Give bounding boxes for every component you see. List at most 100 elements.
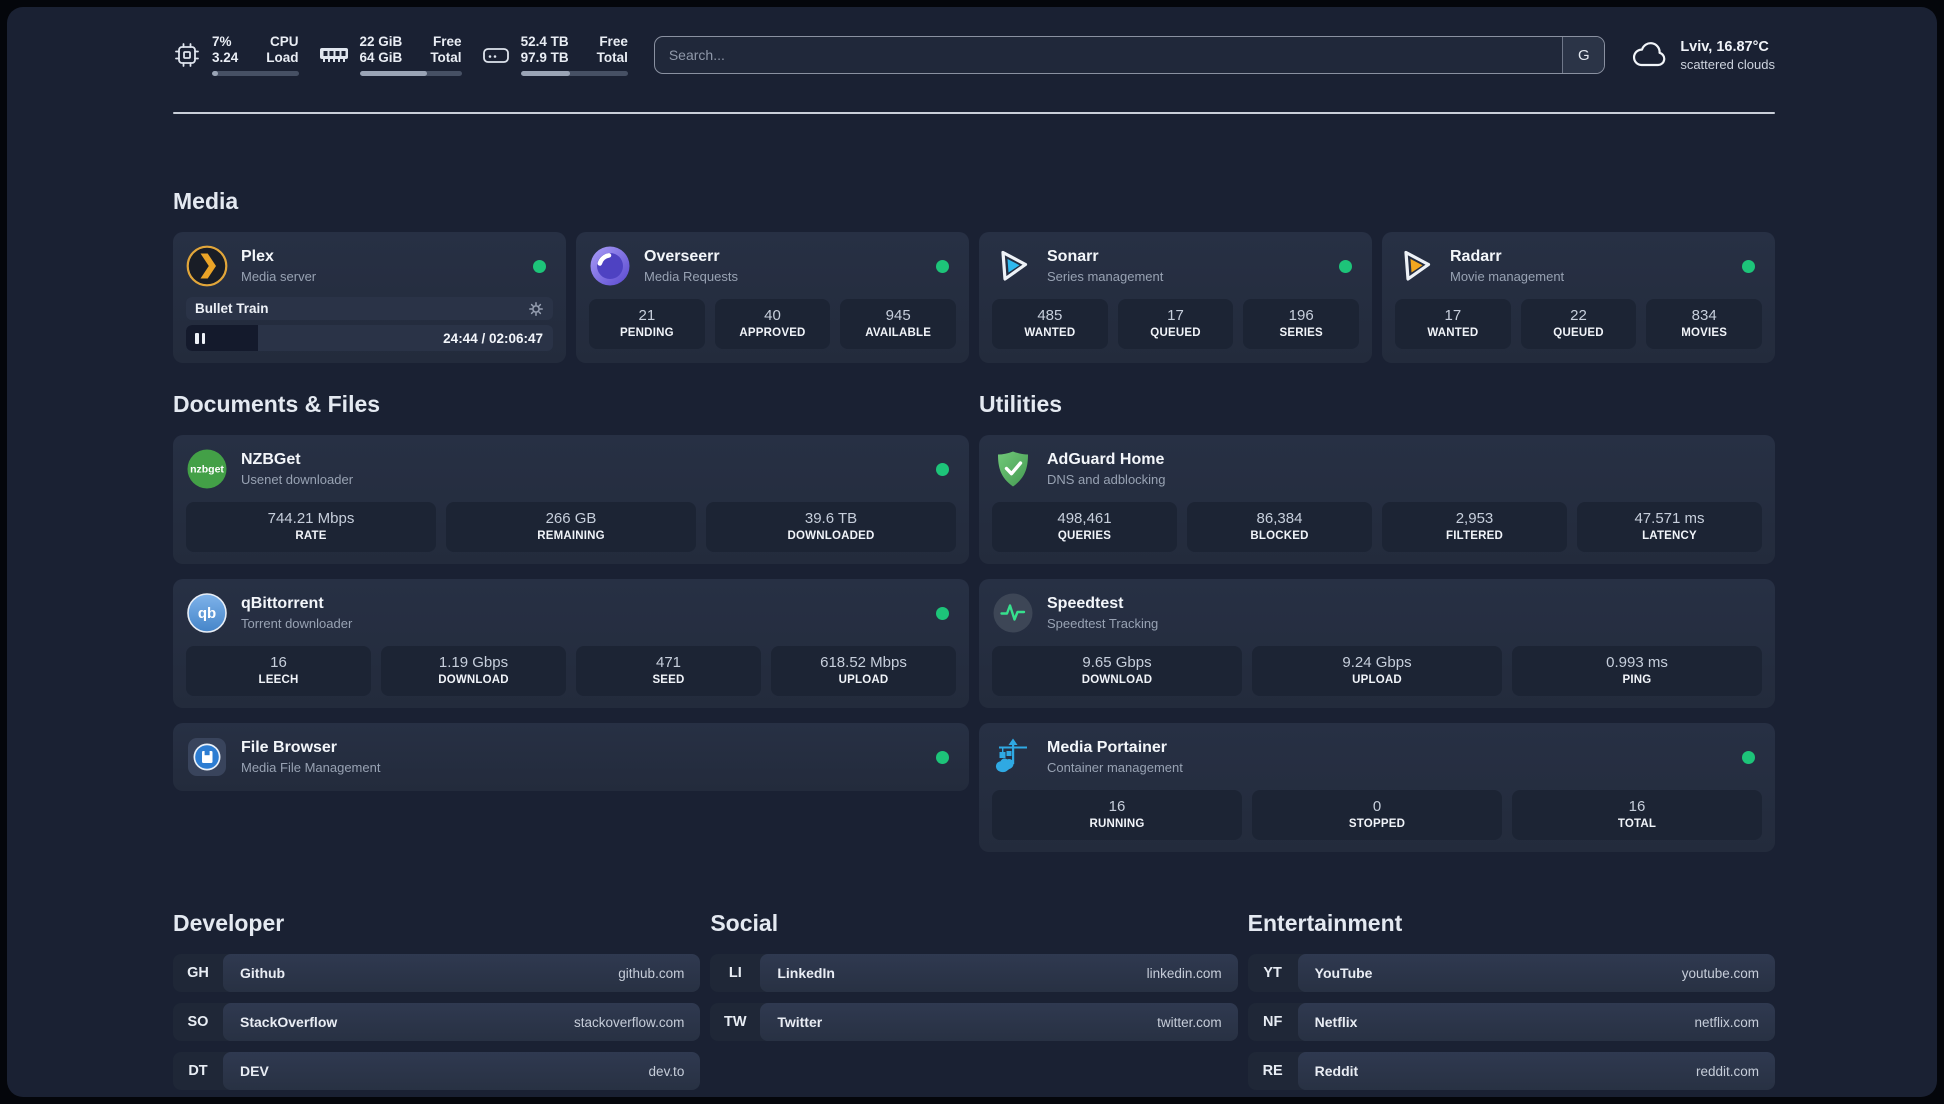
link-name: Github — [240, 965, 286, 981]
portainer-logo-icon — [992, 736, 1034, 778]
link-tag: YT — [1263, 965, 1282, 981]
app-desc: Torrent downloader — [241, 616, 353, 631]
stat-label: SEED — [652, 674, 685, 686]
link-row-reddit[interactable]: RE Reddit reddit.com — [1247, 1052, 1775, 1090]
documents-column: Documents & Files nzbget — [173, 389, 969, 791]
link-row-linkedin[interactable]: LI LinkedIn linkedin.com — [710, 954, 1238, 992]
stat-label: PING — [1622, 674, 1652, 686]
status-dot — [1339, 259, 1352, 273]
app-card-sonarr[interactable]: Sonarr Series management 485 WANTED 17 Q… — [979, 232, 1372, 363]
stat-label: QUERIES — [1057, 530, 1112, 542]
stat-value: 1.19 Gbps — [438, 654, 509, 671]
stat-label: RATE — [295, 530, 327, 542]
sonarr-logo-icon — [992, 245, 1034, 287]
search-bar[interactable]: G — [653, 36, 1606, 74]
status-dot — [1742, 750, 1755, 764]
stat-value: 17 — [1167, 307, 1184, 324]
link-row-netflix[interactable]: NF Netflix netflix.com — [1247, 1003, 1775, 1041]
link-tag: DT — [188, 1063, 208, 1079]
ram-free-label: Free — [433, 34, 462, 49]
app-card-radarr[interactable]: Radarr Movie management 17 WANTED 22 QUE… — [1382, 232, 1775, 363]
stat-value: 744.21 Mbps — [267, 510, 355, 527]
stat-tile: 945 AVAILABLE — [840, 299, 957, 349]
disk-total-value: 97.9 TB — [520, 50, 569, 65]
app-card-portainer[interactable]: Media Portainer Container management 16 … — [979, 723, 1775, 852]
stat-tile: 21 PENDING — [589, 299, 705, 349]
stat-label: WANTED — [1024, 327, 1076, 339]
link-name: Reddit — [1314, 1063, 1359, 1079]
cpu-usage-label: CPU — [270, 34, 299, 49]
app-card-speedtest[interactable]: Speedtest Speedtest Tracking 9.65 Gbps D… — [979, 579, 1775, 708]
stat-value: 16 — [270, 654, 287, 671]
section-title-documents: Documents & Files — [173, 391, 381, 417]
app-desc: DNS and adblocking — [1047, 472, 1166, 487]
now-playing-title-row: Bullet Train — [186, 297, 553, 320]
app-name: Sonarr — [1047, 248, 1099, 265]
search-input[interactable] — [654, 37, 1563, 73]
radarr-logo-icon — [1395, 245, 1437, 287]
developer-column: Developer GH Github github.com SO StackO… — [173, 908, 701, 1090]
app-card-nzbget[interactable]: nzbget NZBGet Usenet downloader 74 — [173, 435, 969, 564]
stat-label: LATENCY — [1642, 530, 1697, 542]
stat-label: STOPPED — [1348, 818, 1406, 830]
cpu-load-value: 3.24 — [212, 50, 239, 65]
link-row-stackoverflow[interactable]: SO StackOverflow stackoverflow.com — [173, 1003, 701, 1041]
app-card-filebrowser[interactable]: File Browser Media File Management — [173, 723, 969, 791]
now-playing-progressbar[interactable]: 24:44 / 02:06:47 — [186, 325, 553, 351]
link-row-dev[interactable]: DT DEV dev.to — [173, 1052, 701, 1090]
header-divider — [173, 112, 1775, 114]
link-row-youtube[interactable]: YT YouTube youtube.com — [1247, 954, 1775, 992]
link-row-github[interactable]: GH Github github.com — [173, 954, 701, 992]
stat-label: AVAILABLE — [865, 327, 932, 339]
gear-icon[interactable] — [528, 301, 544, 317]
stat-tile: 0.993 ms PING — [1512, 646, 1762, 696]
app-desc: Media File Management — [241, 760, 381, 775]
app-name: NZBGet — [241, 451, 301, 468]
app-desc: Media Requests — [644, 269, 738, 284]
stat-tile: 16 LEECH — [186, 646, 371, 696]
stat-value: 9.65 Gbps — [1082, 654, 1152, 671]
stat-value: 21 — [638, 307, 656, 324]
app-name: Plex — [241, 248, 274, 265]
top-bar: 7% 3.24 CPU Load — [173, 7, 1775, 76]
now-playing-title: Bullet Train — [195, 301, 269, 316]
cpu-progressbar — [212, 71, 299, 76]
overseerr-logo-icon — [589, 245, 631, 287]
stat-label: DOWNLOAD — [1081, 674, 1153, 686]
link-url: dev.to — [648, 1063, 685, 1079]
stat-tile: 86,384 BLOCKED — [1187, 502, 1372, 552]
stat-value: 40 — [764, 307, 781, 324]
stat-value: 0 — [1372, 798, 1382, 815]
link-row-twitter[interactable]: TW Twitter twitter.com — [710, 1003, 1238, 1041]
nzbget-logo-icon: nzbget — [186, 448, 228, 490]
app-card-overseerr[interactable]: Overseerr Media Requests 21 PENDING 40 A… — [576, 232, 969, 363]
svg-text:qb: qb — [198, 605, 216, 622]
pause-icon[interactable] — [195, 332, 205, 344]
plex-logo-icon — [186, 245, 228, 287]
social-column: Social LI LinkedIn linkedin.com TW Twitt… — [710, 908, 1238, 1041]
stat-label: QUEUED — [1150, 327, 1201, 339]
stat-label: LEECH — [258, 674, 299, 686]
weather-widget: Lviv, 16.87°C scattered clouds — [1631, 38, 1775, 73]
stat-tile: 17 WANTED — [1395, 299, 1511, 349]
stat-tile: 834 MOVIES — [1646, 299, 1763, 349]
stat-tile: 40 APPROVED — [714, 299, 831, 349]
memory-widget: 22 GiB 64 GiB Free Total — [319, 34, 462, 76]
stat-tile: 1.19 Gbps DOWNLOAD — [381, 646, 566, 696]
app-desc: Movie management — [1450, 269, 1565, 284]
app-card-qbittorrent[interactable]: qb qBittorrent Torrent downloader — [173, 579, 969, 708]
cpu-widget: 7% 3.24 CPU Load — [173, 34, 299, 76]
link-name: Netflix — [1314, 1014, 1358, 1030]
app-card-plex[interactable]: Plex Media server Bullet Train 24:44 / 0… — [173, 232, 566, 363]
stat-label: MOVIES — [1681, 327, 1728, 339]
link-url: twitter.com — [1157, 1014, 1222, 1030]
disk-total-label: Total — [596, 50, 628, 65]
qbittorrent-logo-icon: qb — [186, 592, 228, 634]
link-url: netflix.com — [1694, 1014, 1759, 1030]
app-desc: Usenet downloader — [241, 472, 354, 487]
ram-total-value: 64 GiB — [359, 50, 403, 65]
stat-value: 17 — [1444, 307, 1462, 324]
app-name: qBittorrent — [241, 595, 324, 612]
search-engine-button[interactable]: G — [1562, 37, 1605, 73]
app-card-adguard[interactable]: AdGuard Home DNS and adblocking 498,461 … — [979, 435, 1775, 564]
